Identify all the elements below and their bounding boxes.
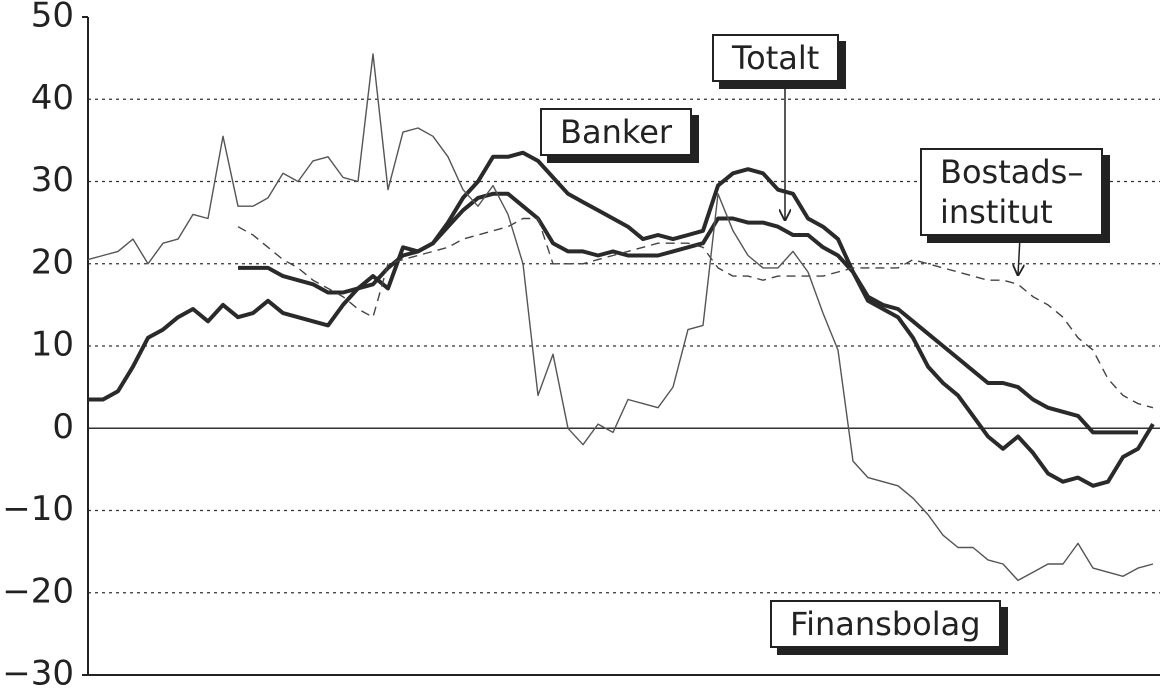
y-tick-label: 50 xyxy=(31,0,74,36)
series-label: Totalt xyxy=(712,34,840,82)
arrow xyxy=(1018,236,1020,275)
series-label: Finansbolag xyxy=(770,600,1001,648)
series-line xyxy=(237,217,1154,409)
series-label: Banker xyxy=(540,108,693,156)
series-line xyxy=(238,191,1138,435)
y-tick-label: −20 xyxy=(2,571,74,611)
y-tick-label: 40 xyxy=(31,78,74,118)
y-tick-label: 20 xyxy=(31,242,74,282)
y-tick-label: 10 xyxy=(31,325,74,365)
y-tick-label: −30 xyxy=(2,654,74,690)
series-line xyxy=(87,53,1154,582)
y-tick-label: 0 xyxy=(52,407,74,447)
series-line xyxy=(88,150,1155,488)
series-label: Bostads– institut xyxy=(920,148,1104,236)
y-tick-label: −10 xyxy=(2,489,74,529)
y-tick-label: 30 xyxy=(31,160,74,200)
